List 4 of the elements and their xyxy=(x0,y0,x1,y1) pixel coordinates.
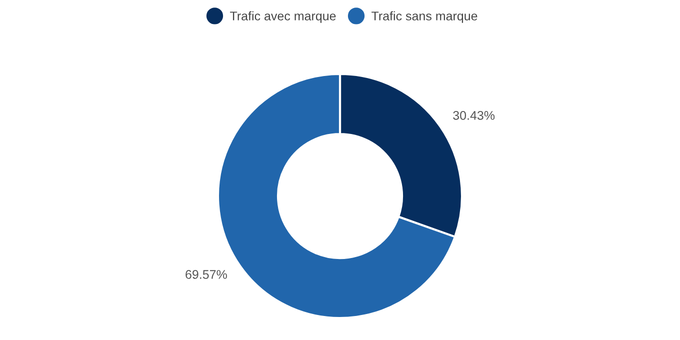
legend-label: Trafic avec marque xyxy=(230,11,336,23)
data-label: 30.43% xyxy=(453,110,495,120)
data-label: 69.57% xyxy=(186,270,227,279)
legend-label: Trafic sans marque xyxy=(372,11,478,23)
